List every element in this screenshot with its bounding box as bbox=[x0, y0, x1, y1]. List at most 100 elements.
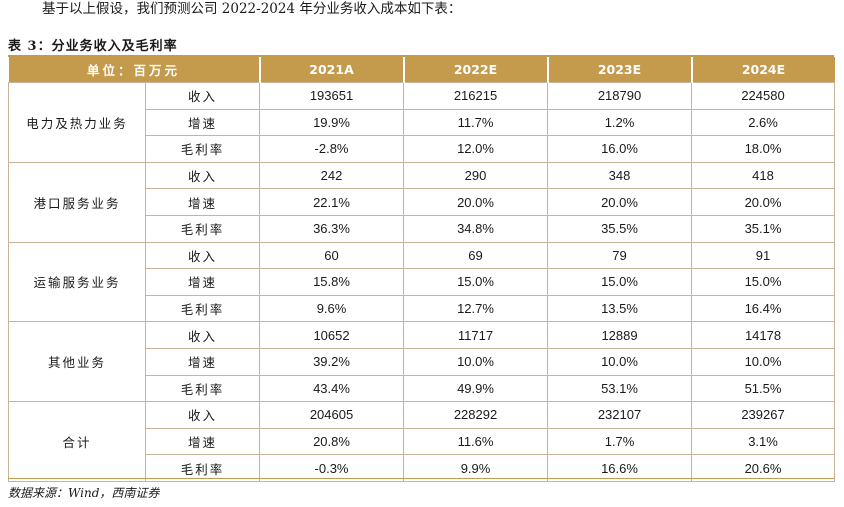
table-cell: 10.0% bbox=[547, 347, 693, 376]
table-cell: 239267 bbox=[691, 401, 836, 429]
table-cell: 35.1% bbox=[691, 214, 836, 243]
table-cell: 12.7% bbox=[403, 294, 549, 323]
segment-name: 合计 bbox=[8, 401, 146, 482]
year-header: 2023E bbox=[547, 57, 693, 83]
table-cell: 15.8% bbox=[259, 268, 405, 296]
table-cell: -2.8% bbox=[259, 135, 405, 163]
table-cell: 11.6% bbox=[403, 427, 549, 456]
table-row: 增速 39.2% 10.0% 10.0% 10.0% bbox=[9, 347, 836, 376]
table-cell: 10.0% bbox=[403, 347, 549, 376]
table-cell: 12889 bbox=[547, 321, 693, 349]
table-cell: 20.6% bbox=[691, 454, 836, 482]
table-cell: -0.3% bbox=[259, 454, 405, 482]
table-cell: 79 bbox=[547, 241, 693, 270]
year-header: 2022E bbox=[403, 57, 549, 83]
table-cell: 49.9% bbox=[403, 374, 549, 403]
metric-label: 收入 bbox=[144, 321, 261, 349]
metric-label: 收入 bbox=[144, 82, 261, 110]
table-cell: 13.5% bbox=[547, 294, 693, 323]
table-cell: 12.0% bbox=[403, 135, 549, 163]
table-cell: 35.5% bbox=[547, 214, 693, 243]
table-cell: 290 bbox=[403, 161, 549, 190]
table-cell: 16.4% bbox=[691, 294, 836, 323]
table-cell: 9.9% bbox=[403, 454, 549, 482]
source-note: 数据来源：Wind，西南证券 bbox=[8, 486, 160, 500]
segment-name: 港口服务业务 bbox=[8, 161, 146, 243]
metric-label: 收入 bbox=[144, 241, 261, 270]
metric-label: 增速 bbox=[144, 188, 261, 216]
segment-revenue-table: 单位：百万元 2021A 2022E 2023E 2024E 电力及热力业务 收… bbox=[8, 57, 836, 482]
segment-name: 电力及热力业务 bbox=[8, 82, 146, 163]
table-cell: 1.2% bbox=[547, 108, 693, 137]
table-bottom-rule bbox=[8, 478, 834, 479]
metric-label: 增速 bbox=[144, 268, 261, 296]
table-row: 增速 22.1% 20.0% 20.0% 20.0% bbox=[9, 188, 836, 216]
table-cell: 11.7% bbox=[403, 108, 549, 137]
table-cell: 348 bbox=[547, 161, 693, 190]
segment-name: 其他业务 bbox=[8, 321, 146, 403]
table-cell: 216215 bbox=[403, 82, 549, 110]
table-row: 其他业务 收入 10652 11717 12889 14178 bbox=[8, 321, 836, 403]
metric-label: 增速 bbox=[144, 427, 261, 456]
table-row: 合计 收入 204605 228292 232107 239267 bbox=[8, 401, 836, 482]
table-row: 运输服务业务 收入 60 69 79 91 bbox=[8, 241, 836, 323]
metric-label: 增速 bbox=[144, 347, 261, 376]
table-cell: 193651 bbox=[259, 82, 405, 110]
table-cell: 69 bbox=[403, 241, 549, 270]
metric-label: 毛利率 bbox=[144, 214, 261, 243]
table-cell: 2.6% bbox=[691, 108, 836, 137]
table-cell: 16.6% bbox=[547, 454, 693, 482]
unit-header: 单位：百万元 bbox=[8, 57, 261, 83]
table-cell: 36.3% bbox=[259, 214, 405, 243]
table-cell: 10.0% bbox=[691, 347, 836, 376]
table-cell: 10652 bbox=[259, 321, 405, 349]
table-row: 电力及热力业务 收入 193651 216215 218790 224580 bbox=[8, 82, 836, 163]
metric-label: 收入 bbox=[144, 401, 261, 429]
table-cell: 15.0% bbox=[691, 268, 836, 296]
metric-label: 毛利率 bbox=[144, 135, 261, 163]
table-cell: 39.2% bbox=[259, 347, 405, 376]
table-cell: 228292 bbox=[403, 401, 549, 429]
table-row: 毛利率 9.6% 12.7% 13.5% 16.4% bbox=[9, 294, 836, 323]
table-cell: 51.5% bbox=[691, 374, 836, 403]
table-cell: 224580 bbox=[691, 82, 836, 110]
table-cell: 218790 bbox=[547, 82, 693, 110]
table-top-rule bbox=[8, 55, 834, 57]
table-cell: 1.7% bbox=[547, 427, 693, 456]
table-cell: 53.1% bbox=[547, 374, 693, 403]
year-header: 2021A bbox=[259, 57, 405, 83]
table-cell: 14178 bbox=[691, 321, 836, 349]
table-cell: 9.6% bbox=[259, 294, 405, 323]
table-cell: 11717 bbox=[403, 321, 549, 349]
metric-label: 毛利率 bbox=[144, 294, 261, 323]
table-cell: 20.8% bbox=[259, 427, 405, 456]
year-header: 2024E bbox=[691, 57, 835, 83]
table-cell: 91 bbox=[691, 241, 836, 270]
table-cell: 20.0% bbox=[547, 188, 693, 216]
table-cell: 20.0% bbox=[403, 188, 549, 216]
table-row: 增速 15.8% 15.0% 15.0% 15.0% bbox=[9, 268, 836, 296]
table-cell: 19.9% bbox=[259, 108, 405, 137]
table-cell: 15.0% bbox=[547, 268, 693, 296]
table-cell: 34.8% bbox=[403, 214, 549, 243]
table-cell: 16.0% bbox=[547, 135, 693, 163]
table-cell: 232107 bbox=[547, 401, 693, 429]
table-row: 增速 19.9% 11.7% 1.2% 2.6% bbox=[9, 108, 836, 137]
metric-label: 增速 bbox=[144, 108, 261, 137]
table-cell: 18.0% bbox=[691, 135, 836, 163]
table-row: 毛利率 -2.8% 12.0% 16.0% 18.0% bbox=[9, 135, 836, 163]
intro-text: 基于以上假设，我们预测公司 2022-2024 年分业务收入成本如下表： bbox=[42, 1, 462, 17]
table-cell: 204605 bbox=[259, 401, 405, 429]
table-cell: 242 bbox=[259, 161, 405, 190]
table-row: 港口服务业务 收入 242 290 348 418 bbox=[8, 161, 836, 243]
table-cell: 418 bbox=[691, 161, 836, 190]
metric-label: 毛利率 bbox=[144, 454, 261, 482]
metric-label: 毛利率 bbox=[144, 374, 261, 403]
table-cell: 3.1% bbox=[691, 427, 836, 456]
table-cell: 60 bbox=[259, 241, 405, 270]
metric-label: 收入 bbox=[144, 161, 261, 190]
table-row: 毛利率 -0.3% 9.9% 16.6% 20.6% bbox=[9, 454, 836, 482]
table-caption: 表 3：分业务收入及毛利率 bbox=[8, 39, 178, 54]
table-cell: 15.0% bbox=[403, 268, 549, 296]
table-cell: 20.0% bbox=[691, 188, 836, 216]
